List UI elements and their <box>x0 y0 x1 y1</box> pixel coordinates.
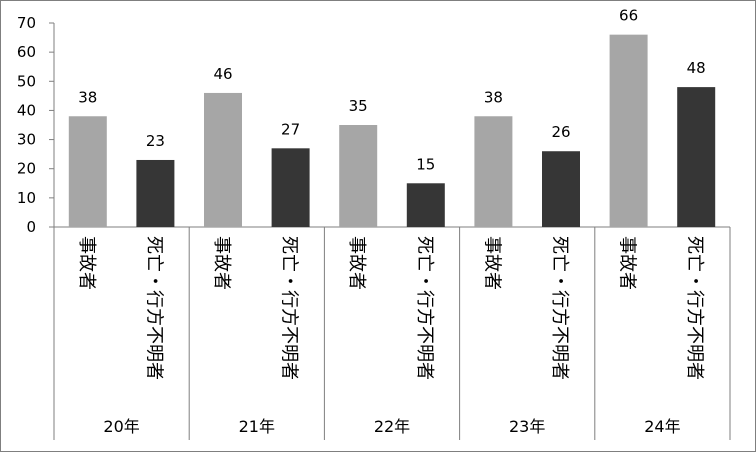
data-label: 38 <box>484 88 503 106</box>
group-label: 21年 <box>239 417 275 436</box>
y-tick-label: 40 <box>17 101 36 119</box>
data-label: 23 <box>146 132 165 150</box>
data-label: 38 <box>78 88 97 106</box>
group-label: 22年 <box>374 417 410 436</box>
bar <box>339 125 378 227</box>
category-label: 事故者 <box>211 236 232 290</box>
bar <box>136 159 175 227</box>
data-label: 26 <box>551 123 570 141</box>
data-label: 27 <box>281 120 300 138</box>
data-label: 66 <box>619 7 638 25</box>
labels: 20年 38 事故者 23 死亡・行方不明者 21年 46 事故者 27 死亡・行方不明者 22年 3… <box>76 7 706 436</box>
bars <box>68 34 716 228</box>
category-label: 事故者 <box>617 236 638 290</box>
data-label: 35 <box>349 97 368 115</box>
y-tick-label: 70 <box>17 14 36 32</box>
bar <box>271 148 310 227</box>
category-label: 死亡・行方不明者 <box>279 236 300 380</box>
category-label: 事故者 <box>76 236 97 290</box>
category-label: 死亡・行方不明者 <box>414 236 435 380</box>
category-label: 死亡・行方不明者 <box>684 236 705 380</box>
group-label: 23年 <box>509 417 545 436</box>
group-label: 20年 <box>103 417 139 436</box>
data-label: 15 <box>416 155 435 173</box>
category-label: 死亡・行方不明者 <box>549 236 570 380</box>
category-label: 事故者 <box>346 236 367 290</box>
bar <box>542 151 580 227</box>
bar <box>609 34 648 228</box>
bar <box>204 92 242 227</box>
bar <box>406 183 445 227</box>
data-label: 46 <box>213 65 232 83</box>
bar <box>474 116 513 227</box>
y-tick-label: 10 <box>17 189 36 207</box>
y-tick-label: 60 <box>17 43 36 61</box>
y-tick-label: 20 <box>17 160 36 178</box>
y-tick-label: 30 <box>17 131 36 149</box>
bar <box>677 87 716 227</box>
bar <box>68 116 107 227</box>
category-label: 死亡・行方不明者 <box>143 236 164 380</box>
y-tick-label: 0 <box>26 218 36 236</box>
data-label: 48 <box>687 59 706 77</box>
group-label: 24年 <box>644 417 680 436</box>
y-tick-label: 50 <box>17 72 36 90</box>
category-label: 事故者 <box>481 236 502 290</box>
